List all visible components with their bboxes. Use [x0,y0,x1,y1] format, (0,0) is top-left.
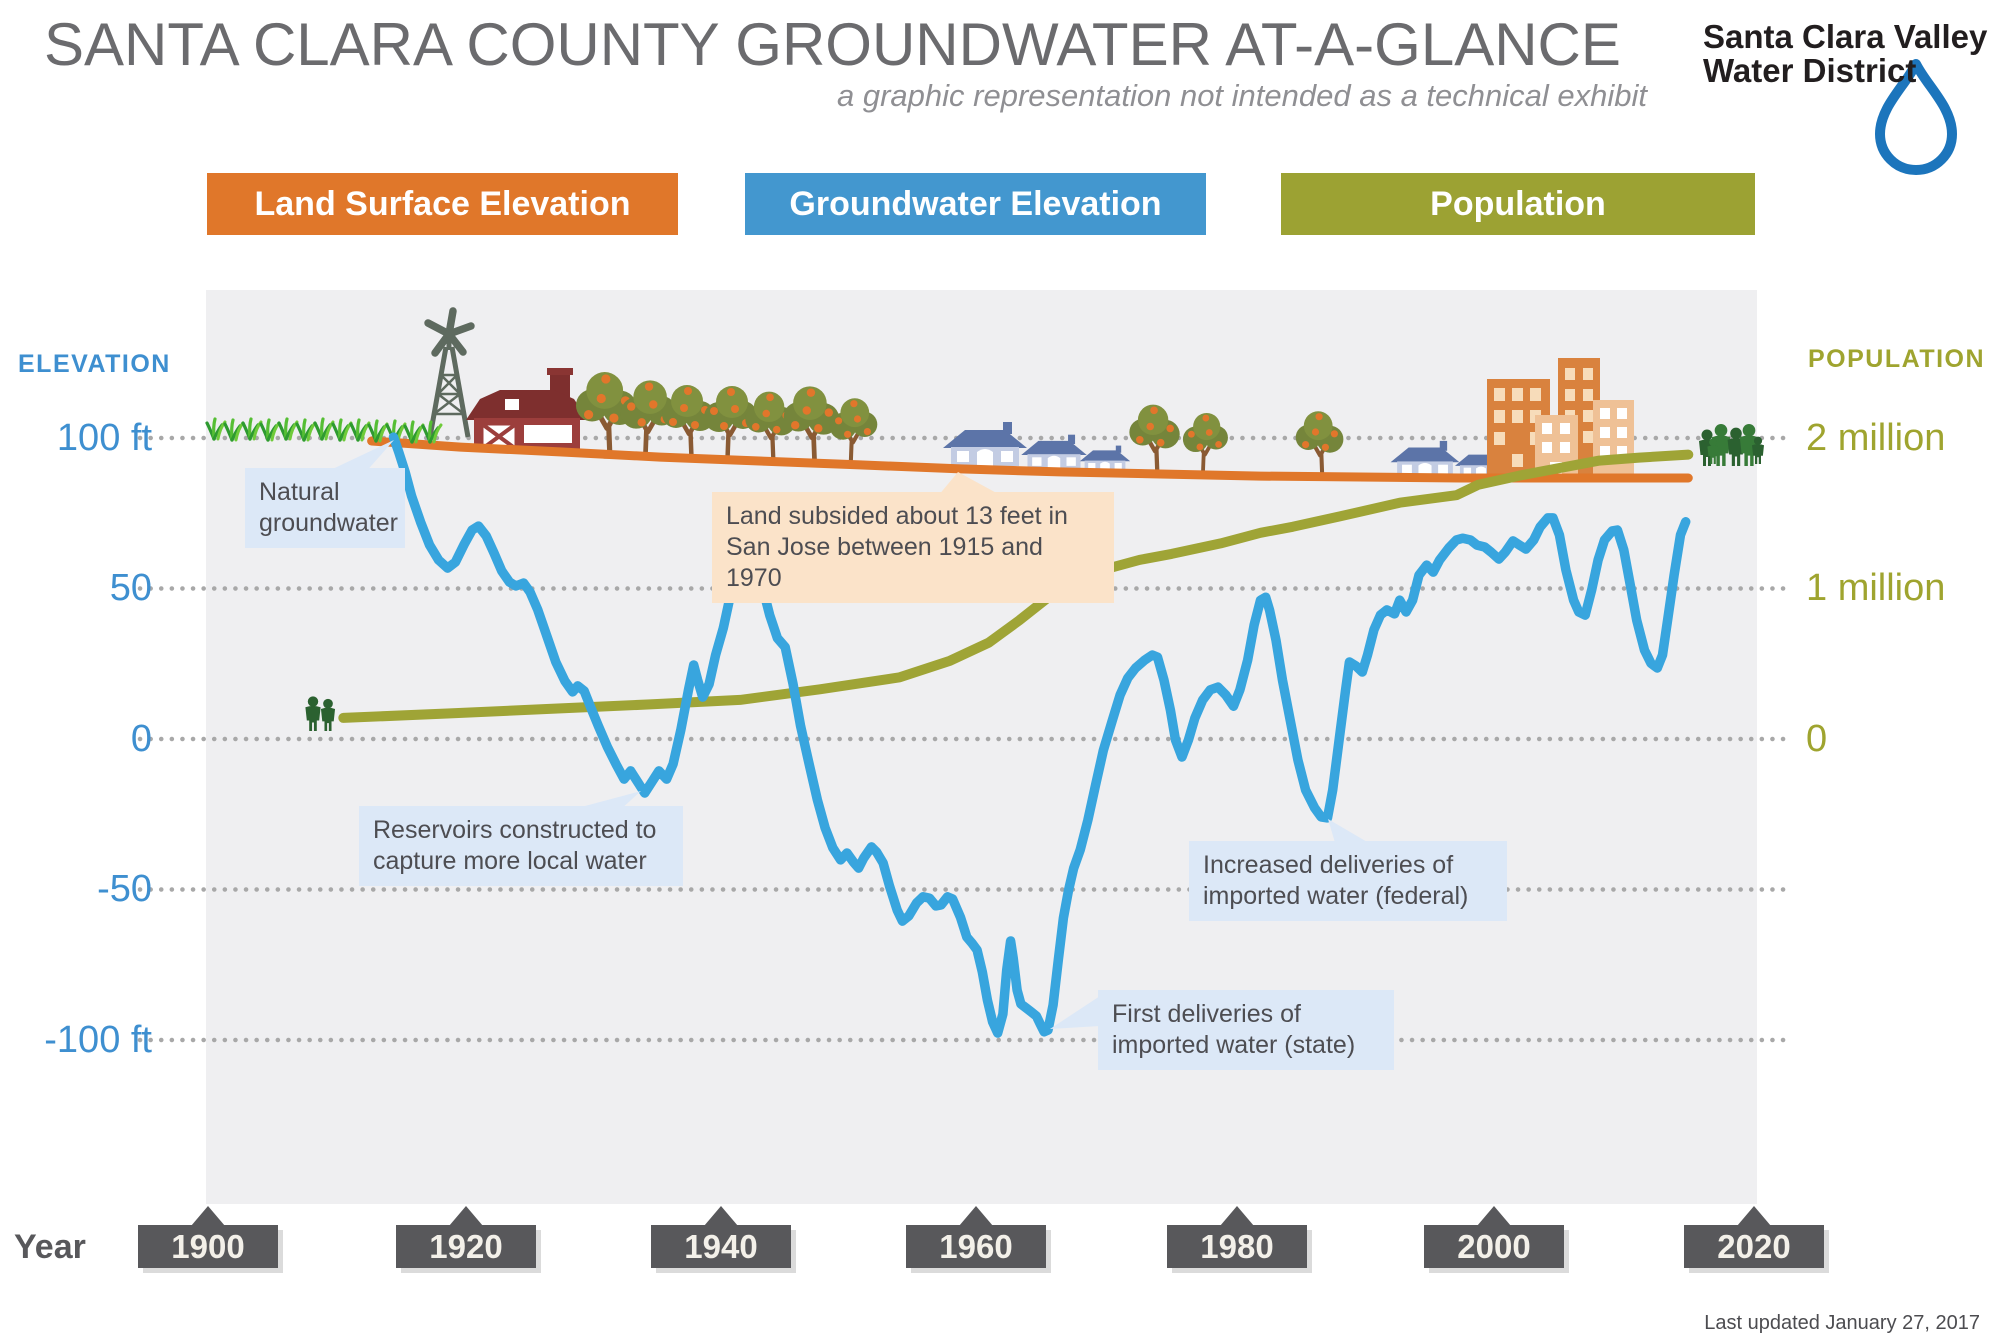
annotation-pointers [322,440,1374,1029]
year-2000: 2000 [1424,1225,1564,1268]
population-axis-title: POPULATION [1808,345,1986,373]
note-line: Land subsided about 13 feet in [726,502,1068,530]
note-line: First deliveries of [1112,1000,1301,1028]
legend-population: Population [1281,173,1755,235]
note-state-water: First deliveries of imported water (stat… [1098,990,1394,1070]
elevation-tick-100: 100 ft [56,417,152,459]
logo-line-2: Water District [1703,52,1917,89]
note-natural-groundwater: Natural groundwater [245,468,405,548]
logo-wordmark: Santa Clara Valley Water District [1703,20,1987,88]
year-1920: 1920 [396,1225,536,1268]
note-line: Natural [259,478,340,506]
windmill-icon [424,307,475,438]
water-drop-icon [1875,59,1957,175]
population-line [338,449,1694,723]
x-axis-title: Year [14,1228,86,1266]
note-land-subsided: Land subsided about 13 feet in San Jose … [712,492,1114,603]
note-line: San Jose between 1915 and 1970 [726,533,1043,592]
elevation-tick-0: 0 [130,718,152,760]
year-1960: 1960 [906,1225,1046,1268]
page-title: SANTA CLARA COUNTY GROUNDWATER AT-A-GLAN… [44,11,1621,78]
year-2020: 2020 [1684,1225,1824,1268]
last-updated: Last updated January 27, 2017 [1704,1312,1980,1334]
groundwater-line [388,432,1691,1038]
elevation-tick-neg100: -100 ft [44,1019,152,1061]
note-line: imported water (state) [1112,1031,1356,1059]
land-surface-line [367,436,1693,483]
note-line: imported water (federal) [1203,882,1469,910]
note-reservoirs: Reservoirs constructed to capture more l… [359,806,683,886]
year-1900: 1900 [138,1225,278,1268]
logo-line-1: Santa Clara Valley [1703,18,1988,55]
note-line: Increased deliveries of [1203,851,1454,879]
elevation-axis-title: ELEVATION [18,350,171,378]
legend-groundwater-elevation: Groundwater Elevation [745,173,1206,235]
note-line: capture more local water [373,847,647,875]
year-1940: 1940 [651,1225,791,1268]
population-tick-1m: 1 million [1806,567,1946,609]
legend-land-surface-elevation: Land Surface Elevation [207,173,678,235]
year-1980: 1980 [1167,1225,1307,1268]
page-subtitle: a graphic representation not intended as… [837,78,1647,113]
note-federal-water: Increased deliveries of imported water (… [1189,841,1507,921]
note-line: Reservoirs constructed to [373,816,657,844]
note-line: groundwater [259,509,398,537]
city-buildings [1487,358,1634,478]
elevation-tick-50: 50 [109,567,152,609]
year-ticks [191,1206,1771,1226]
population-tick-2m: 2 million [1806,417,1946,459]
population-tick-0: 0 [1806,718,1828,760]
elevation-tick-neg50: -50 [97,868,152,910]
barn-icon [466,368,588,451]
